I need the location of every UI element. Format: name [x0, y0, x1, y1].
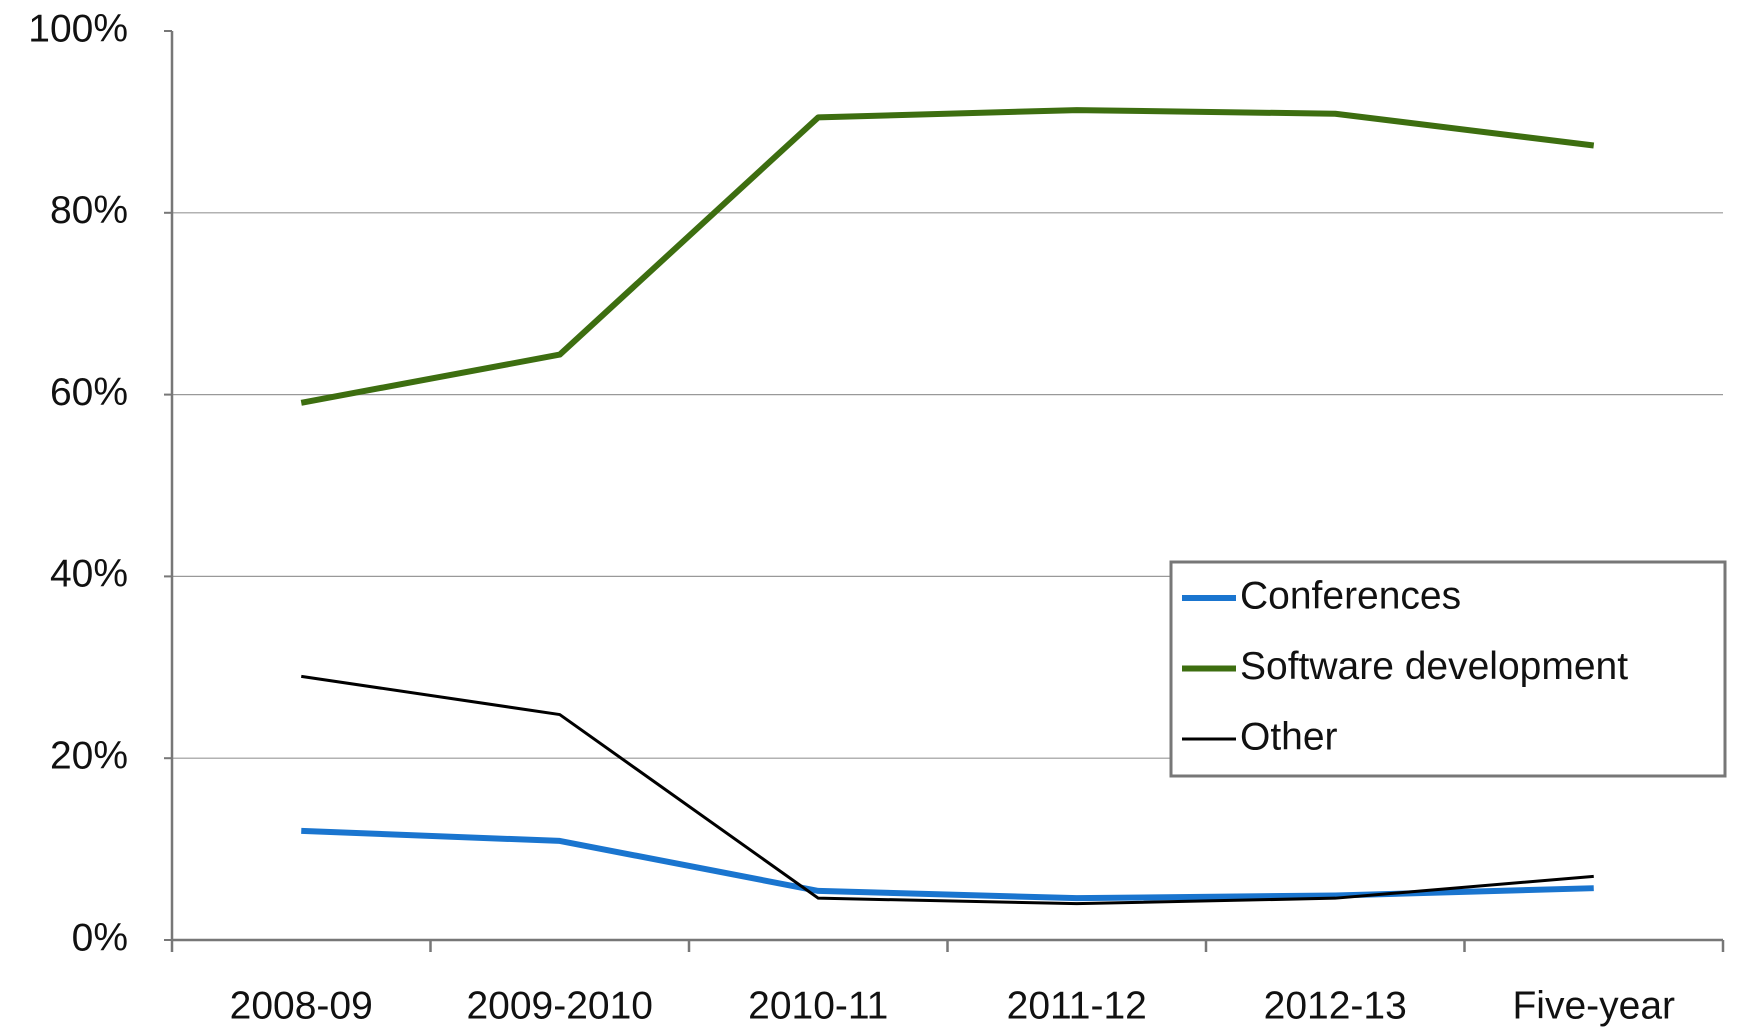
legend-label: Other	[1240, 715, 1338, 758]
y-tick-label: 0%	[72, 916, 128, 959]
y-tick-label: 80%	[50, 189, 128, 232]
x-tick-label: 2011-12	[1007, 984, 1147, 1027]
series-line	[301, 674, 1594, 906]
legend-label: Software development	[1240, 645, 1628, 688]
y-tick-label: 40%	[50, 553, 128, 596]
x-tick-label: 2010-11	[748, 984, 888, 1027]
x-tick-label: 2009-2010	[466, 984, 653, 1027]
x-tick-label: 2012-13	[1264, 984, 1407, 1027]
legend-box	[1169, 560, 1727, 778]
series-line	[301, 827, 1594, 902]
y-tick-label: 100%	[28, 7, 128, 50]
legend-label: Conferences	[1240, 574, 1461, 617]
y-tick-label: 20%	[50, 734, 128, 777]
x-tick-label: Five-year	[1512, 984, 1675, 1027]
series-line	[300, 107, 1595, 406]
y-tick-label: 60%	[50, 371, 128, 414]
x-tick-label: 2008-09	[230, 984, 373, 1027]
